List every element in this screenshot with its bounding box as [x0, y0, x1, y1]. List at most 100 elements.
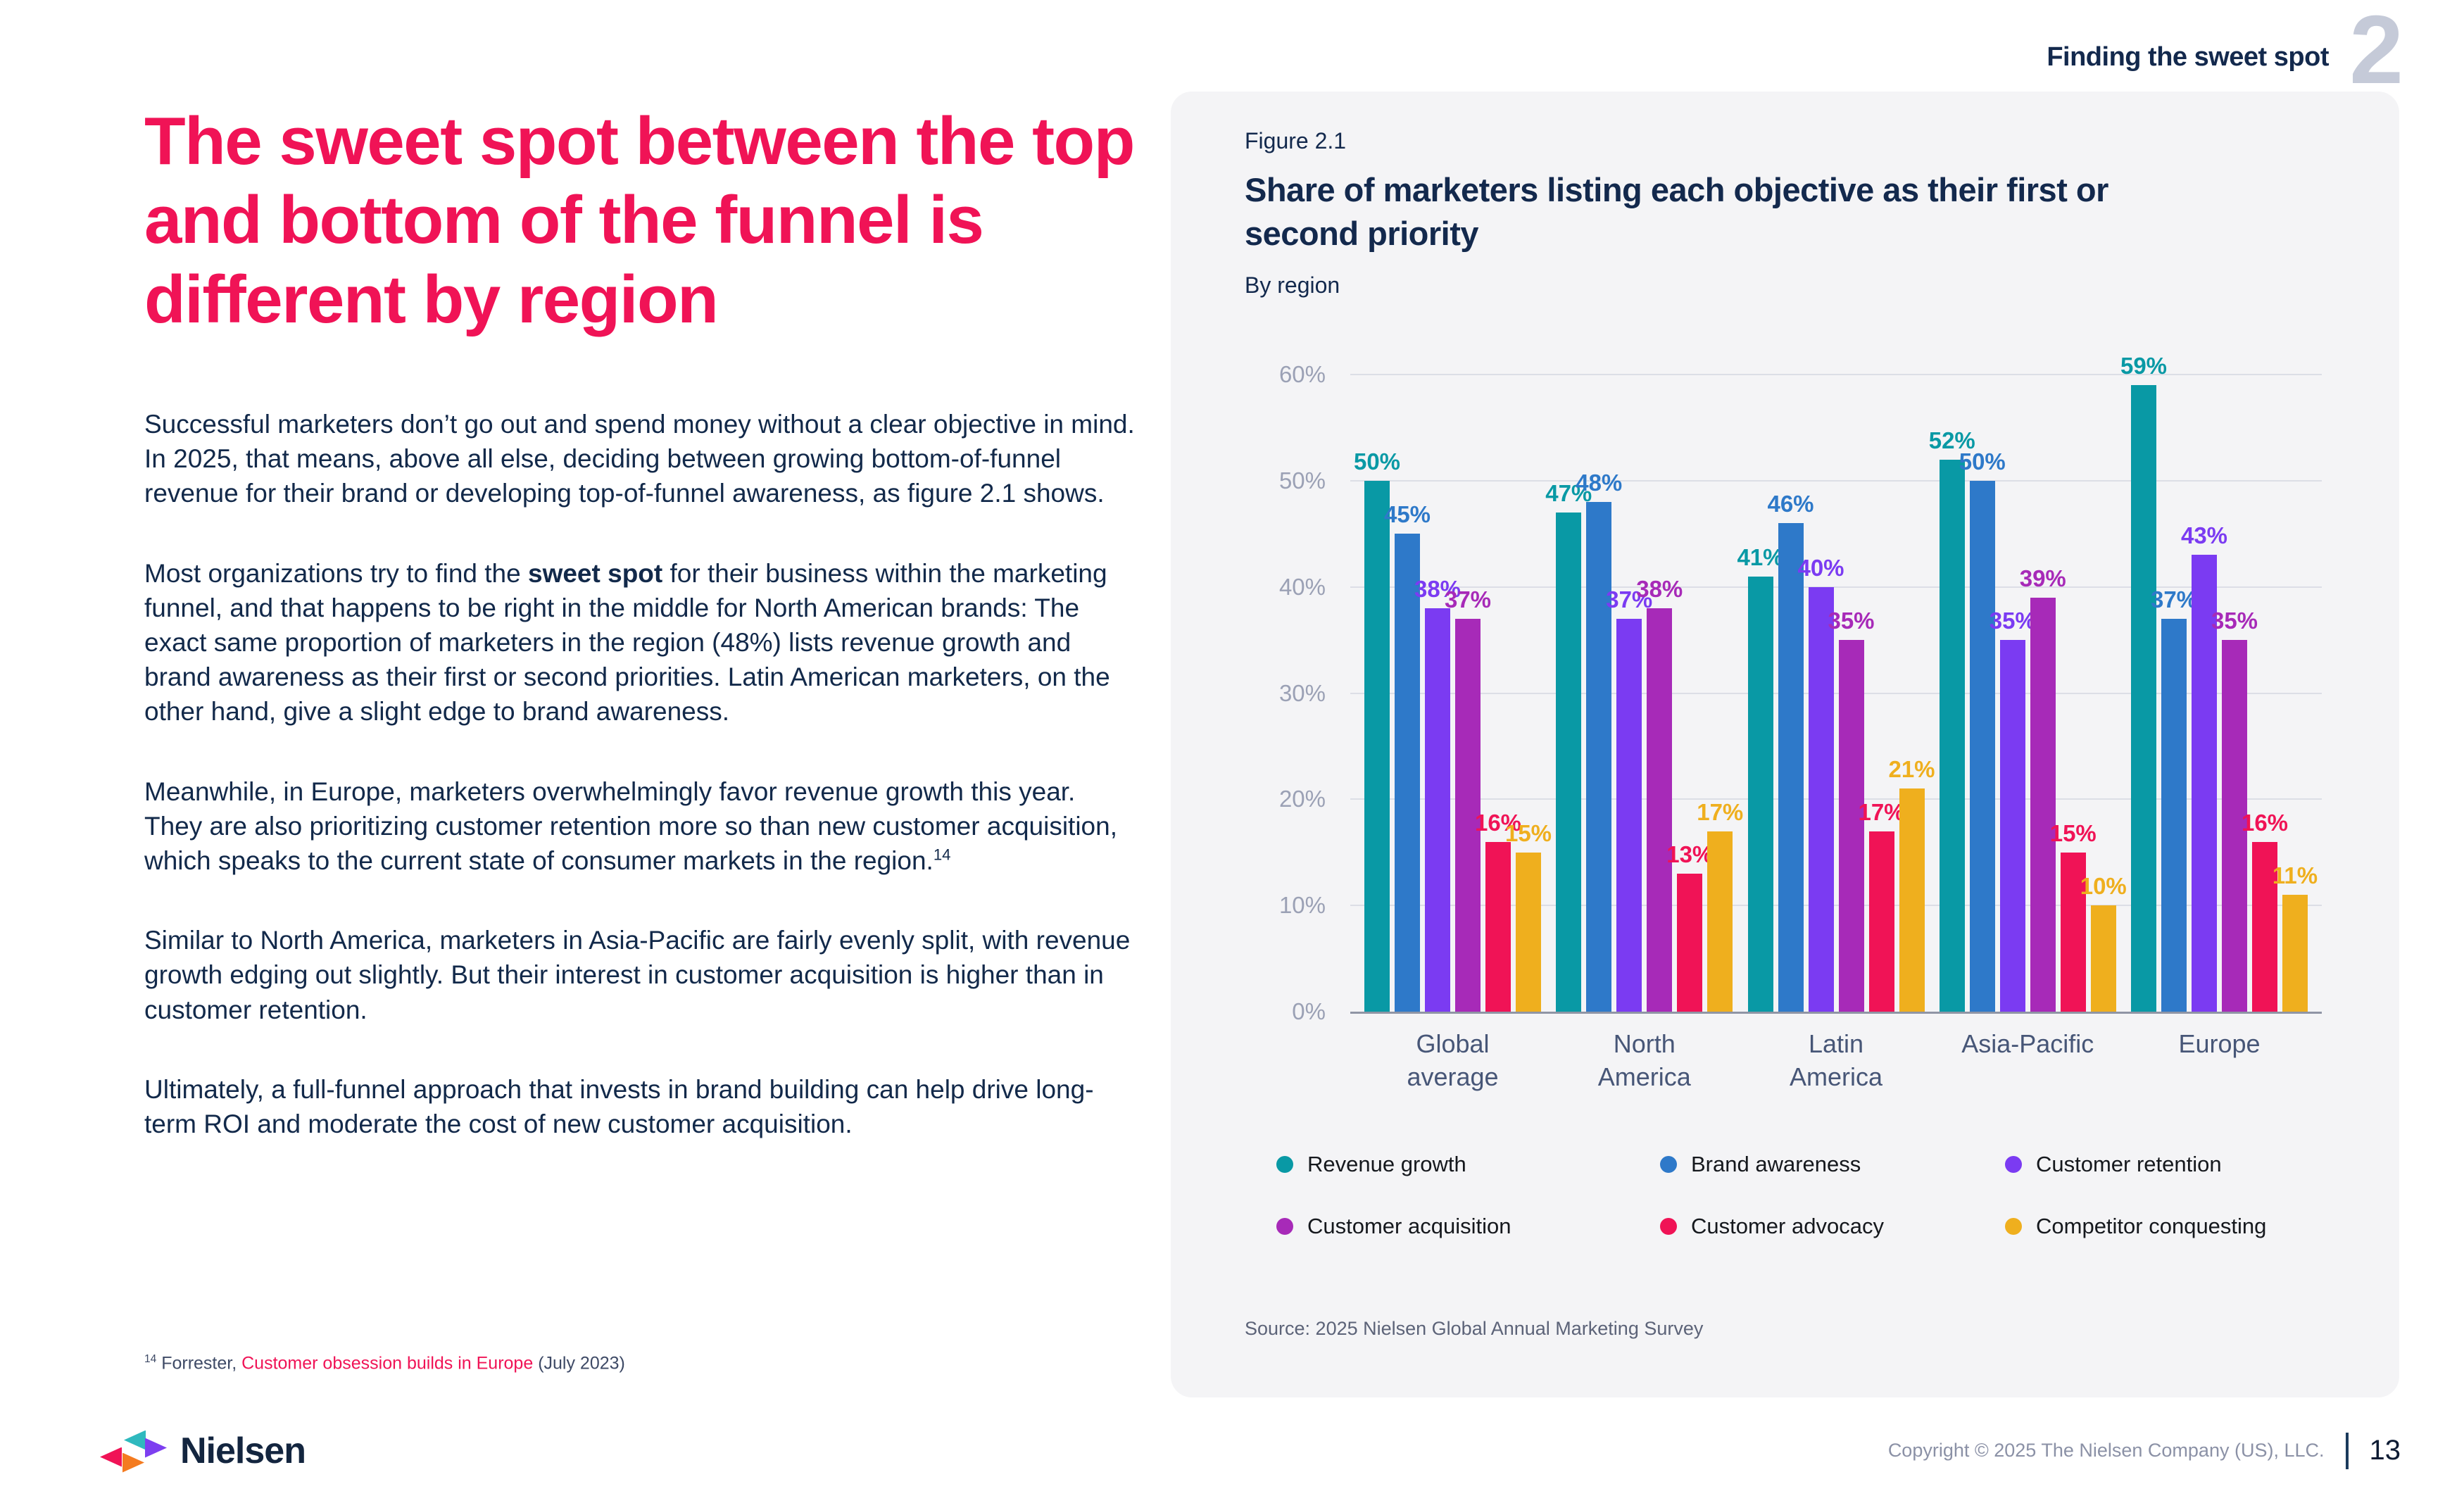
- paragraph-text: for their business within the marketing …: [144, 558, 1110, 727]
- bar-col: 59%: [2120, 353, 2167, 1012]
- nielsen-logo: Nielsen: [97, 1429, 306, 1473]
- bar-col: 45%: [1384, 375, 1431, 1012]
- bar-customer-acquisition: [1838, 640, 1864, 1012]
- article-body: Successful marketers don’t go out and sp…: [144, 407, 1137, 1186]
- footnote: 14 Forrester, Customer obsession builds …: [144, 1353, 625, 1374]
- bar-col: 46%: [1767, 375, 1814, 1012]
- bar-col: 37%: [2151, 375, 2197, 1012]
- bar-customer-retention: [1999, 640, 2025, 1012]
- bar-customer-advocacy: [2060, 852, 2086, 1012]
- bar-customer-acquisition: [1455, 618, 1481, 1012]
- legend-dot-icon: [1660, 1155, 1677, 1173]
- nielsen-logo-icon: [97, 1429, 168, 1473]
- bar-revenue-growth: [1747, 576, 1773, 1012]
- nielsen-logo-text: Nielsen: [180, 1430, 306, 1471]
- bar-group-global-average: 50% 45% 38% 37% 16% 15%: [1354, 375, 1552, 1012]
- bar-value-label: 37%: [1444, 586, 1492, 612]
- bar-col: 50%: [1959, 375, 2006, 1012]
- bar-customer-retention: [1616, 618, 1642, 1012]
- bar-value-label: 39%: [2019, 565, 2066, 591]
- bar-col: 41%: [1737, 375, 1784, 1012]
- bar-brand-awareness: [1586, 502, 1612, 1012]
- legend-label: Customer advocacy: [1691, 1213, 1884, 1238]
- bar-value-label: 59%: [2120, 353, 2168, 379]
- y-tick-label: 10%: [1278, 892, 1326, 919]
- bar-value-label: 43%: [2180, 522, 2228, 549]
- paragraph: Meanwhile, in Europe, marketers overwhel…: [144, 774, 1137, 879]
- bar-customer-advocacy: [1485, 841, 1511, 1012]
- chart-title: Share of marketers listing each objectiv…: [1245, 171, 2108, 253]
- bold-phrase: sweet spot: [528, 558, 663, 588]
- bar-value-label: 50%: [1959, 448, 2006, 474]
- bar-customer-advocacy: [1868, 831, 1894, 1012]
- page-number: 13: [2369, 1435, 2401, 1466]
- bar-customer-acquisition: [1647, 608, 1673, 1012]
- bar-col: 52%: [1929, 375, 1975, 1012]
- footnote-marker: 14: [144, 1353, 157, 1365]
- footnote-marker: 14: [933, 846, 951, 864]
- bar-value-label: 15%: [1504, 819, 1552, 846]
- page-headline: The sweet spot between the top and botto…: [144, 103, 1135, 337]
- bar-group-north-america: 47% 48% 37% 38% 13% 17%: [1545, 375, 1743, 1012]
- legend-item: Customer retention: [2005, 1152, 2357, 1177]
- bar-col: 17%: [1858, 375, 1905, 1012]
- bar-competitor-conquesting: [1899, 788, 1925, 1012]
- chapter-number: 2: [2349, 0, 2403, 104]
- legend-dot-icon: [2005, 1155, 2022, 1173]
- y-tick-label: 30%: [1278, 679, 1326, 706]
- bar-col: 15%: [2050, 375, 2097, 1012]
- paragraph: Most organizations try to find the sweet…: [144, 556, 1137, 729]
- y-tick-label: 50%: [1278, 467, 1326, 494]
- bar-value-label: 10%: [2080, 873, 2127, 900]
- bar-col: 21%: [1888, 375, 1935, 1012]
- logo-triangle-right-orange-icon: [122, 1452, 144, 1473]
- legend-label: Revenue growth: [1307, 1151, 1466, 1176]
- chart-subtitle: By region: [1245, 272, 1340, 298]
- bar-value-label: 45%: [1383, 501, 1431, 528]
- bar-value-label: 13%: [1666, 841, 1714, 867]
- bar-value-label: 35%: [1989, 608, 2036, 634]
- bar-col: 10%: [2080, 375, 2127, 1012]
- bar-col: 37%: [1445, 375, 1491, 1012]
- bar-customer-retention: [1808, 586, 1834, 1012]
- chart-source: Source: 2025 Nielsen Global Annual Marke…: [1245, 1317, 1704, 1339]
- bar-competitor-conquesting: [2282, 895, 2308, 1012]
- bar-value-label: 35%: [1828, 608, 1875, 634]
- copyright-text: Copyright © 2025 The Nielsen Company (US…: [1887, 1440, 2325, 1461]
- x-category-label: Global average: [1407, 1029, 1499, 1091]
- bar-value-label: 48%: [1576, 470, 1623, 496]
- bar-competitor-conquesting: [1516, 852, 1541, 1012]
- legend-dot-icon: [1276, 1155, 1293, 1173]
- bar-groups: 50% 45% 38% 37% 16% 15% 47% 48% 37% 38% 13% 17% 41% 4…: [1350, 353, 2322, 1012]
- x-axis-labels: Global average North America Latin America…: [1350, 1028, 2322, 1094]
- footnote-link[interactable]: Customer obsession builds in Europe: [241, 1353, 534, 1374]
- x-category-label: North America: [1597, 1029, 1691, 1091]
- paragraph-text: Most organizations try to find the: [144, 558, 528, 588]
- bar-value-label: 16%: [2241, 809, 2289, 836]
- bar-value-label: 52%: [1928, 427, 1975, 453]
- chart-plot: 0% 10% 20% 30% 40% 50% 60% 50% 45% 38% 37% 16% 15% 47…: [1279, 353, 2322, 1024]
- x-category-label: Latin America: [1789, 1029, 1883, 1091]
- y-gridline: [1350, 692, 2322, 694]
- bar-customer-retention: [2192, 555, 2217, 1012]
- bar-competitor-conquesting: [1707, 831, 1733, 1012]
- bar-value-label: 11%: [2272, 862, 2318, 889]
- bar-brand-awareness: [2161, 618, 2187, 1012]
- bar-value-label: 17%: [1697, 798, 1744, 825]
- bar-value-label: 38%: [1636, 575, 1683, 602]
- bar-group-latin-america: 41% 46% 40% 35% 17% 21%: [1737, 375, 1935, 1012]
- legend-label: Customer retention: [2036, 1151, 2222, 1176]
- legend-item: Customer acquisition: [1276, 1214, 1660, 1239]
- bar-col: 47%: [1545, 375, 1592, 1012]
- y-tick-label: 40%: [1278, 573, 1326, 600]
- bar-value-label: 46%: [1767, 491, 1814, 517]
- footer-right: Copyright © 2025 The Nielsen Company (US…: [1887, 1432, 2401, 1469]
- bar-col: 39%: [2020, 375, 2066, 1012]
- bar-col: 13%: [1666, 375, 1713, 1012]
- bar-customer-acquisition: [2030, 597, 2056, 1012]
- bar-value-label: 40%: [1797, 554, 1844, 581]
- bar-col: 43%: [2181, 375, 2227, 1012]
- bar-value-label: 37%: [2150, 586, 2198, 612]
- bar-brand-awareness: [1969, 480, 1995, 1012]
